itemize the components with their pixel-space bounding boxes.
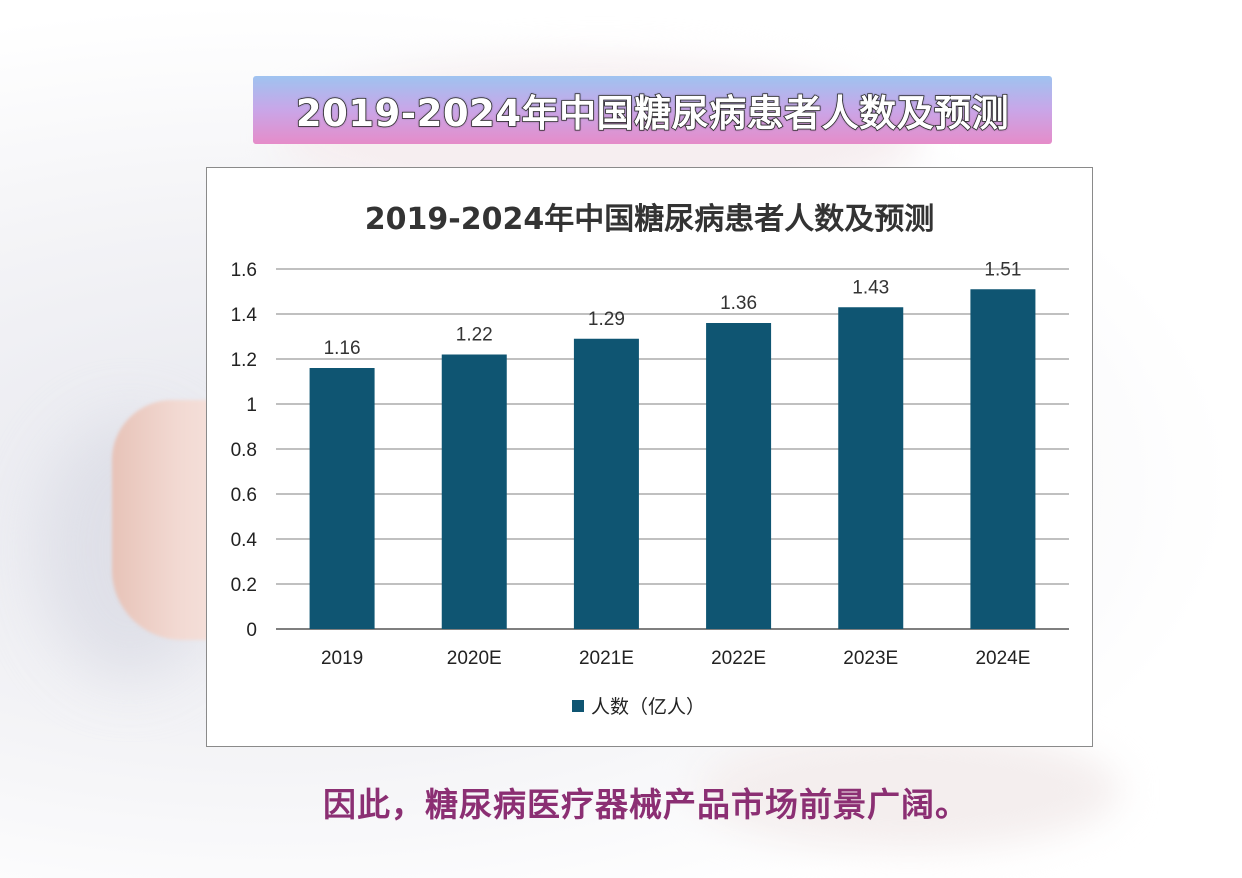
bar — [573, 338, 639, 629]
x-tick-label: 2020E — [447, 648, 502, 669]
caption-text: 因此，糖尿病医疗器械产品市场前景广阔。 — [323, 785, 969, 824]
title-banner: 2019-2024年中国糖尿病患者人数及预测 — [253, 76, 1052, 144]
data-label: 1.22 — [456, 325, 493, 346]
y-tick-label: 1.4 — [231, 305, 258, 326]
bar — [706, 323, 772, 629]
y-tick-label: 0 — [246, 620, 257, 641]
chart-card: 2019-2024年中国糖尿病患者人数及预测 0 0.2 0.4 0.6 0.8 1 1.2… — [206, 167, 1093, 747]
x-tick-label: 2023E — [843, 648, 898, 669]
bar — [441, 354, 507, 629]
y-tick-label: 0.2 — [231, 575, 257, 596]
y-tick-label: 0.6 — [231, 485, 257, 506]
y-tick-label: 1.6 — [231, 260, 257, 281]
x-tick-label: 2019 — [321, 648, 363, 669]
y-tick-label: 0.4 — [231, 530, 258, 551]
data-label: 1.43 — [852, 277, 889, 298]
x-tick-label: 2021E — [579, 648, 634, 669]
y-tick-label: 1.2 — [231, 350, 257, 371]
y-tick-label: 0.8 — [231, 440, 257, 461]
banner-title: 2019-2024年中国糖尿病患者人数及预测 — [295, 91, 1010, 136]
legend-label: 人数（亿人） — [591, 696, 705, 718]
x-tick-label: 2022E — [711, 648, 766, 669]
y-tick-label: 1 — [246, 395, 257, 416]
bar — [309, 368, 375, 629]
data-label: 1.16 — [324, 338, 361, 359]
bar — [970, 289, 1036, 629]
background-blur — [700, 730, 1120, 850]
data-label: 1.29 — [588, 309, 625, 330]
legend-swatch — [572, 700, 584, 712]
bar-chart: 0 0.2 0.4 0.6 0.8 1 1.2 1.4 1.6 1.16 2019 1.22 2020E… — [231, 259, 1069, 718]
chart-title: 2019-2024年中国糖尿病患者人数及预测 — [364, 202, 935, 237]
bar — [838, 307, 904, 629]
x-tick-label: 2024E — [975, 648, 1030, 669]
data-label: 1.51 — [984, 259, 1021, 280]
data-label: 1.36 — [720, 293, 757, 314]
